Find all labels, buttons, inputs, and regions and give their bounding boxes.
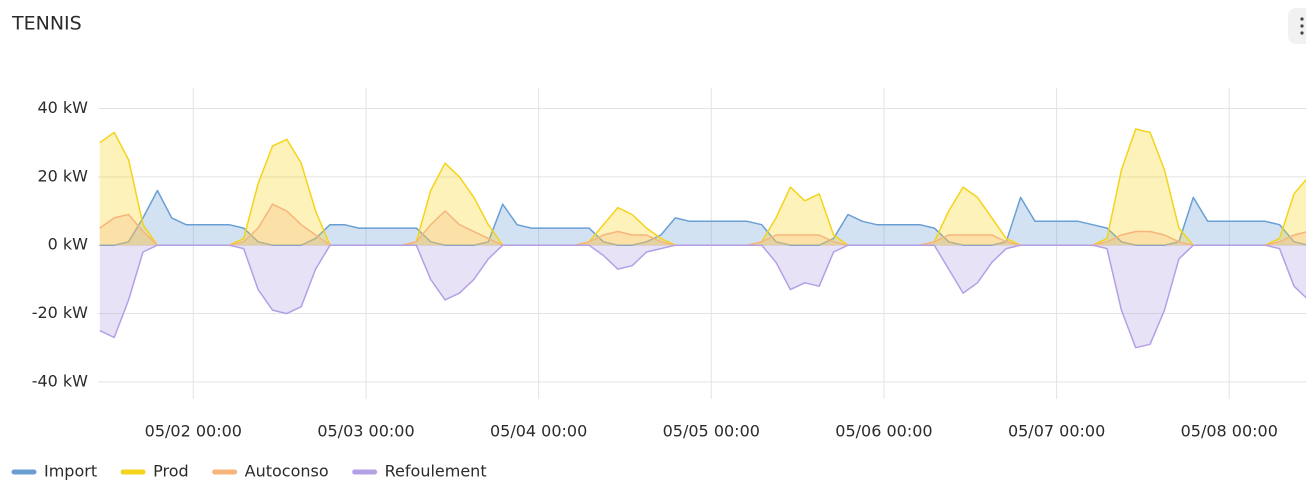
x-tick-label: 05/02 00:00: [145, 422, 242, 441]
menu-button[interactable]: [1288, 8, 1306, 44]
legend-label: Import: [44, 462, 97, 481]
menu-dot: [1300, 24, 1304, 28]
y-tick-label: -20 kW: [32, 303, 88, 322]
x-tick-label: 05/05 00:00: [663, 422, 760, 441]
menu-dot: [1300, 17, 1304, 21]
y-tick-label: -40 kW: [32, 371, 88, 390]
card-title: TENNIS: [11, 13, 82, 35]
legend-label: Autoconso: [245, 462, 329, 481]
legend-item[interactable]: Import: [11, 462, 97, 481]
series-line: [99, 244, 1306, 349]
legend-label: Prod: [153, 462, 189, 481]
area-fill: [99, 190, 1306, 246]
legend-item[interactable]: Autoconso: [212, 462, 329, 481]
legend-label: Refoulement: [385, 462, 487, 481]
legend-item[interactable]: Refoulement: [352, 462, 487, 481]
menu-dot: [1300, 31, 1304, 35]
menu-button-bg[interactable]: [1288, 8, 1306, 44]
series-line: [99, 189, 1306, 246]
x-tick-label: 05/08 00:00: [1181, 422, 1278, 441]
y-tick-label: 20 kW: [37, 166, 88, 185]
y-tick-label: 40 kW: [37, 98, 88, 117]
area-fill: [99, 245, 1306, 348]
x-tick-label: 05/03 00:00: [317, 422, 414, 441]
x-tick-label: 05/06 00:00: [835, 422, 932, 441]
legend-item[interactable]: Prod: [120, 462, 189, 481]
x-tick-label: 05/04 00:00: [490, 422, 587, 441]
x-tick-label: 05/07 00:00: [1008, 422, 1105, 441]
y-tick-label: 0 kW: [48, 235, 89, 254]
